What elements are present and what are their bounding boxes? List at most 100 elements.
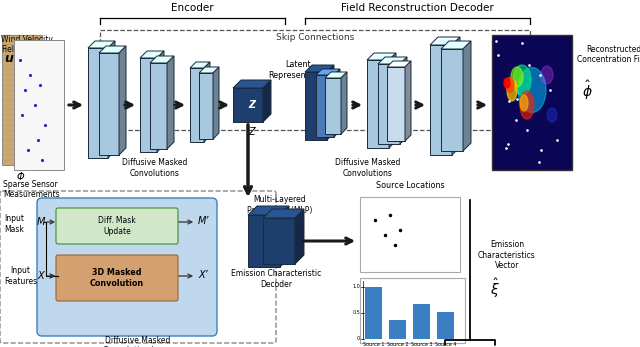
Text: Z: Z	[248, 100, 255, 110]
Text: 0.5: 0.5	[352, 311, 360, 315]
Polygon shape	[233, 80, 271, 88]
Text: u: u	[4, 51, 13, 65]
Text: Diffusive Masked
Convolution Layer: Diffusive Masked Convolution Layer	[103, 336, 173, 347]
Bar	[389, 320, 406, 339]
Text: Source Locations: Source Locations	[376, 181, 444, 190]
Ellipse shape	[518, 68, 546, 112]
Bar	[492, 35, 572, 170]
Polygon shape	[441, 49, 463, 151]
Polygon shape	[119, 46, 126, 155]
Polygon shape	[441, 41, 471, 49]
Polygon shape	[248, 215, 280, 267]
Polygon shape	[190, 62, 210, 68]
Polygon shape	[280, 206, 289, 267]
Bar	[100, 30, 530, 130]
Polygon shape	[167, 56, 174, 149]
Text: M’: M’	[198, 216, 209, 226]
Polygon shape	[387, 67, 405, 141]
Polygon shape	[334, 69, 340, 137]
Polygon shape	[263, 218, 295, 264]
Polygon shape	[263, 209, 304, 218]
Text: Diff. Mask
Update: Diff. Mask Update	[98, 216, 136, 236]
Text: Source 2: Source 2	[387, 342, 408, 347]
Polygon shape	[199, 73, 213, 139]
Polygon shape	[157, 51, 164, 152]
Bar	[365, 287, 382, 339]
Polygon shape	[341, 72, 347, 134]
Polygon shape	[305, 72, 327, 140]
Text: Reconstructed
Concentration Field: Reconstructed Concentration Field	[577, 45, 640, 65]
Polygon shape	[387, 61, 411, 67]
Ellipse shape	[541, 66, 553, 84]
Polygon shape	[88, 41, 115, 48]
Bar	[14, 40, 64, 170]
Polygon shape	[213, 67, 219, 139]
Ellipse shape	[513, 65, 531, 95]
Text: Input
Mask: Input Mask	[4, 214, 24, 234]
Ellipse shape	[520, 95, 528, 111]
Bar	[360, 278, 465, 343]
Text: 0: 0	[357, 337, 360, 341]
Polygon shape	[88, 48, 108, 158]
Polygon shape	[430, 37, 460, 45]
Polygon shape	[99, 53, 119, 155]
Text: Encoder: Encoder	[171, 3, 214, 13]
Polygon shape	[295, 209, 304, 264]
Text: M: M	[37, 217, 45, 227]
Text: Emission
Characteristics
Vector: Emission Characteristics Vector	[478, 240, 536, 270]
Polygon shape	[248, 206, 289, 215]
Text: Skip Connections: Skip Connections	[276, 33, 354, 42]
Ellipse shape	[506, 77, 514, 93]
Text: Z: Z	[249, 127, 255, 137]
Polygon shape	[233, 88, 263, 122]
Text: 3D Masked
Convolution: 3D Masked Convolution	[90, 268, 144, 288]
Text: Φ: Φ	[17, 172, 24, 182]
Bar	[413, 304, 430, 339]
Polygon shape	[150, 63, 167, 149]
Bar	[2, 35, 42, 165]
Text: Source 1: Source 1	[363, 342, 384, 347]
Text: Sparse Sensor
Measurements: Sparse Sensor Measurements	[3, 180, 60, 200]
Ellipse shape	[520, 91, 534, 119]
Ellipse shape	[547, 108, 557, 122]
Polygon shape	[150, 56, 174, 63]
Ellipse shape	[511, 67, 523, 87]
Polygon shape	[378, 57, 407, 64]
Text: Input
Features: Input Features	[4, 266, 37, 286]
Polygon shape	[204, 62, 210, 142]
Polygon shape	[463, 41, 471, 151]
Text: X: X	[37, 271, 44, 281]
Polygon shape	[190, 68, 204, 142]
Polygon shape	[99, 46, 126, 53]
Text: Source 3: Source 3	[411, 342, 432, 347]
FancyBboxPatch shape	[56, 255, 178, 301]
Polygon shape	[367, 53, 396, 60]
Polygon shape	[325, 78, 341, 134]
Text: $\hat{\phi}$: $\hat{\phi}$	[582, 78, 593, 102]
Polygon shape	[140, 58, 157, 152]
Text: Wind Velocity
Field: Wind Velocity Field	[1, 35, 53, 54]
Polygon shape	[452, 37, 460, 155]
Polygon shape	[305, 65, 334, 72]
Text: $\hat{\xi}$: $\hat{\xi}$	[490, 276, 500, 299]
Polygon shape	[389, 53, 396, 148]
Polygon shape	[367, 60, 389, 148]
FancyBboxPatch shape	[37, 198, 217, 336]
Polygon shape	[400, 57, 407, 144]
Polygon shape	[263, 80, 271, 122]
Text: Latent
Representation: Latent Representation	[268, 60, 329, 80]
Text: Multi-Layered
Perceptron (MLP): Multi-Layered Perceptron (MLP)	[247, 195, 313, 215]
Bar	[360, 197, 460, 272]
Polygon shape	[316, 69, 340, 75]
Text: Source 4: Source 4	[435, 342, 456, 347]
Text: Diffusive Masked
Convolutions: Diffusive Masked Convolutions	[122, 158, 188, 178]
Text: Field Reconstruction Decoder: Field Reconstruction Decoder	[341, 3, 494, 13]
FancyBboxPatch shape	[56, 208, 178, 244]
Ellipse shape	[507, 79, 517, 101]
Text: Diffusive Masked
Convolutions: Diffusive Masked Convolutions	[335, 158, 401, 178]
Polygon shape	[325, 72, 347, 78]
Polygon shape	[316, 75, 334, 137]
Bar	[437, 312, 454, 339]
Text: Emission Characteristic
Decoder: Emission Characteristic Decoder	[231, 269, 321, 289]
Polygon shape	[405, 61, 411, 141]
